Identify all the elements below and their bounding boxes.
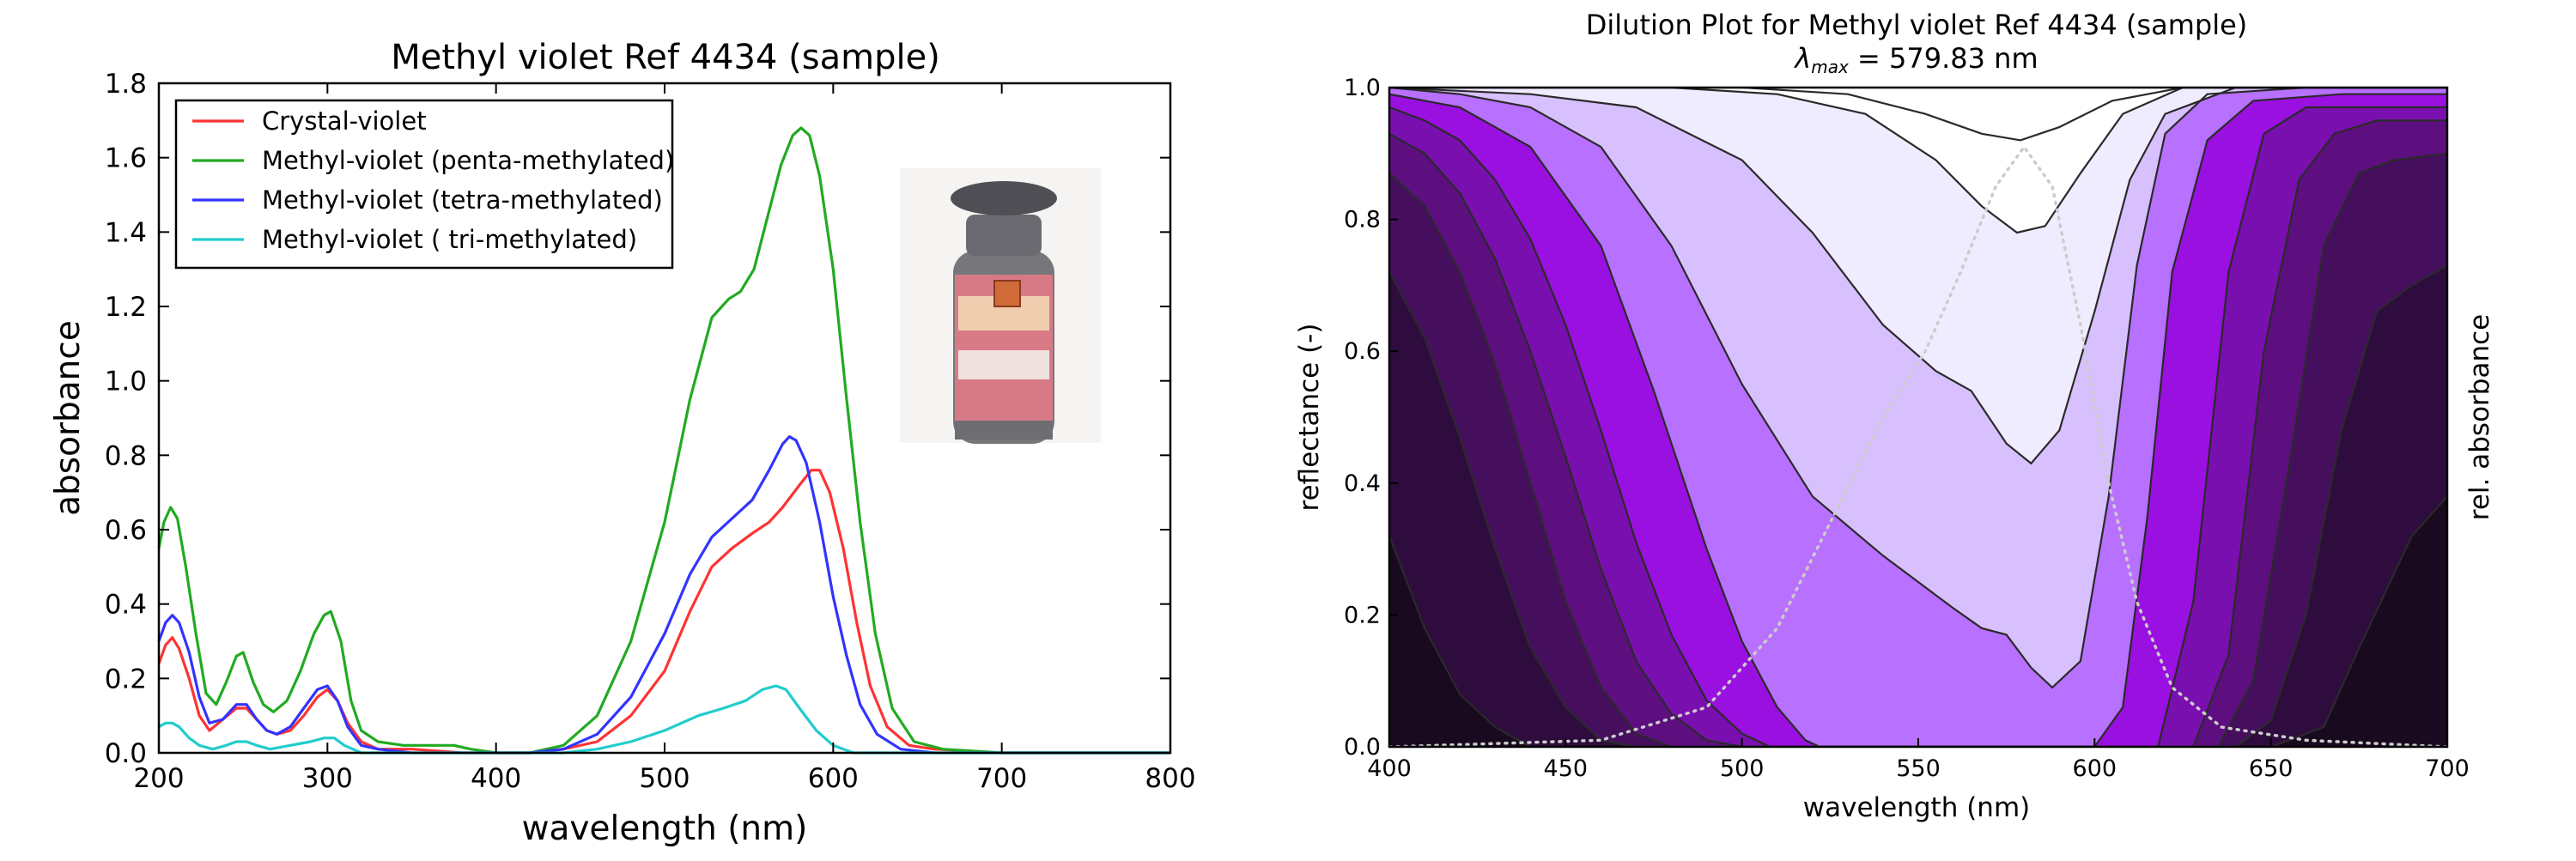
dilution-curves — [1389, 88, 2447, 747]
x-tick-label: 700 — [2425, 755, 2470, 782]
y-tick-label: 0.4 — [105, 590, 147, 621]
x-tick-label: 500 — [1720, 755, 1765, 782]
series-line-3 — [158, 684, 1170, 755]
bottle-label-stamp — [993, 280, 1021, 307]
dilution-curve-2 — [1389, 152, 2447, 747]
dilution-band-3 — [1389, 120, 2447, 747]
dilution-curve-3 — [1389, 119, 2447, 747]
x-tick-label: 600 — [808, 763, 859, 794]
dilution-chart-subtitle: λmax = 579.83 nm — [1793, 42, 2038, 77]
absorbance-x-axis-title: wavelength (nm) — [522, 809, 808, 848]
y-tick-label: 1.4 — [105, 217, 147, 248]
y-tick-label: 0.2 — [105, 664, 147, 694]
dilution-curve-9 — [1389, 88, 2447, 142]
y-tick-label: 0.0 — [1344, 734, 1381, 761]
series-line-1 — [157, 126, 1170, 755]
dilution-band-6 — [1389, 88, 2447, 747]
dilution-band-8 — [1389, 88, 2447, 464]
absorbance-chart: Methyl violet Ref 4434 (sample) 200 300 40… — [49, 38, 1196, 848]
absorbance-legend: Crystal-violet Methyl-violet (penta-methy… — [174, 99, 674, 270]
dilution-curve-8 — [1389, 88, 2447, 234]
x-tick-label: 400 — [1367, 755, 1412, 782]
y-tick-label: 0.8 — [105, 440, 147, 471]
y-tick-label: 0.2 — [1344, 602, 1381, 628]
y-tick-label: 1.0 — [1344, 75, 1381, 101]
absorbance-y-axis-title: absorbance — [49, 320, 88, 516]
dilution-curve-5 — [1389, 93, 2447, 747]
dilution-chart-title: Dilution Plot for Methyl violet Ref 4434… — [1586, 9, 2248, 41]
absorbance-axis-ticks: 200 300 400 500 600 700 800 0.0 0.2 0.4 0.6 0.8 1.0 1… — [105, 69, 1196, 794]
x-tick-label: 550 — [1896, 755, 1941, 782]
y-tick-label: 1.0 — [105, 367, 147, 397]
y-tick-label: 0.0 — [105, 738, 147, 769]
x-tick-label: 800 — [1145, 763, 1195, 794]
y-tick-label: 0.6 — [105, 515, 147, 546]
absorbance-chart-title: Methyl violet Ref 4434 (sample) — [391, 38, 940, 77]
bottle-base — [955, 421, 1053, 440]
x-tick-label: 450 — [1544, 755, 1589, 782]
dilution-band-2 — [1389, 153, 2447, 747]
dilution-y-axis-title: reflectance (-) — [1294, 324, 1325, 512]
dilution-curve-1 — [1389, 264, 2447, 747]
legend-label-2: Methyl-violet (tetra-methylated) — [262, 185, 663, 215]
y-tick-label: 1.2 — [105, 292, 147, 323]
x-tick-label: 700 — [976, 763, 1027, 794]
dilution-curve-7 — [1389, 88, 2447, 465]
dilution-x-axis-title: wavelength (nm) — [1803, 792, 2030, 823]
x-tick-label: 600 — [2073, 755, 2117, 782]
dilution-band-4 — [1389, 107, 2447, 747]
y-tick-label: 1.6 — [105, 143, 147, 174]
dilution-band-9 — [1389, 88, 2447, 233]
bottle-stopper — [951, 181, 1057, 215]
dilution-axis-ticks: 400 450 500 550 600 650 700 0.0 0.2 0.4 0.6 0.8 1.0 — [1344, 75, 2470, 782]
dilution-curve-4 — [1389, 106, 2447, 747]
dilution-band-5 — [1389, 94, 2447, 747]
bottle-neck — [966, 215, 1042, 256]
dilution-curve-0 — [1389, 495, 2447, 747]
dilution-band-7 — [1389, 88, 2447, 688]
x-tick-label: 400 — [471, 763, 521, 794]
legend-box — [174, 99, 674, 270]
x-tick-label: 500 — [639, 763, 690, 794]
dilution-band-0 — [1389, 496, 2447, 747]
y-tick-label: 0.4 — [1344, 470, 1381, 497]
legend-label-1: Methyl-violet (penta-methylated) — [262, 146, 674, 175]
dilution-band-1 — [1389, 265, 2447, 747]
legend-label-0: Crystal-violet — [262, 106, 427, 136]
y-tick-label: 0.8 — [1344, 207, 1381, 233]
bottle-label-lower-band — [958, 350, 1049, 379]
dilution-curve-6 — [1389, 88, 2447, 689]
relative-absorbance-curve — [1389, 144, 2447, 747]
dilution-chart: Dilution Plot for Methyl violet Ref 4434… — [1294, 9, 2495, 823]
dilution-bands — [1389, 88, 2447, 747]
x-tick-label: 300 — [302, 763, 353, 794]
x-tick-label: 200 — [133, 763, 184, 794]
x-tick-label: 650 — [2249, 755, 2293, 782]
sample-bottle-image — [900, 168, 1101, 444]
dilution-band-10 — [1389, 88, 2447, 141]
y-tick-label: 1.8 — [105, 69, 147, 100]
dilution-right-axis-title: rel. absorbance — [2464, 314, 2495, 520]
y-tick-label: 0.6 — [1344, 338, 1381, 365]
legend-label-3: Methyl-violet ( tri-methylated) — [262, 225, 637, 254]
